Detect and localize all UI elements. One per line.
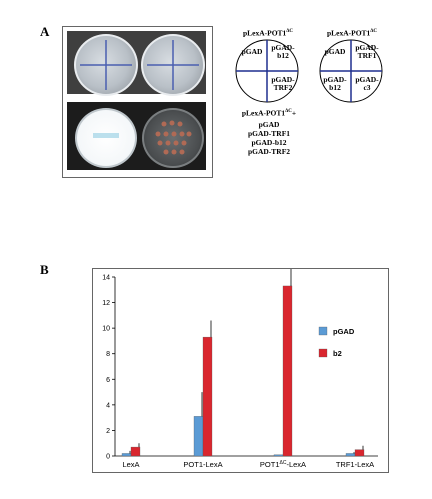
plate2-title-superscript: ΔC	[370, 29, 378, 34]
plate-list-title-prefix: pLexA-POT1	[241, 108, 286, 118]
bar-pgad	[193, 416, 204, 457]
bar-pgad	[121, 453, 132, 457]
y-tick-label: 0	[106, 454, 110, 461]
x-tick-label: POT1ΔC-LexA	[260, 460, 306, 469]
x-tick-label: POT1-LexA	[183, 460, 222, 469]
petri-dish-2	[141, 34, 205, 96]
x-tick-label: TRF1-LexA	[336, 460, 374, 469]
plate1-sector-b12: pGAD- b12	[271, 43, 295, 60]
x-tick-label: LexA	[122, 460, 139, 469]
bar-pgad	[273, 454, 284, 457]
plate-list-item: pGAD-TRF2	[247, 147, 291, 156]
plate-photo	[62, 26, 213, 178]
plate1-title-superscript: ΔC	[286, 29, 294, 34]
bar-b2	[202, 336, 213, 457]
colony-row-3	[93, 133, 119, 138]
plate2-sector-pgad: pGAD	[324, 47, 346, 56]
plate-list-title-suffix: +	[291, 108, 297, 118]
colony-spots-4	[155, 120, 192, 155]
plate2-sector-b12: pGAD- b12	[323, 75, 347, 92]
bar-b2	[130, 446, 141, 457]
y-tick-label: 10	[102, 326, 110, 333]
panel-b-letter: B	[40, 262, 49, 277]
plate1-sector-pgad: pGAD	[241, 47, 263, 56]
petri-dish-3	[75, 108, 137, 168]
legend-label-pgad: pGAD	[333, 327, 355, 336]
streak-lines-2	[147, 40, 199, 90]
plate2-diagram	[319, 39, 383, 103]
plate-photo-bottom-row	[67, 102, 206, 170]
plate-list-item: pGAD-TRF1	[247, 129, 291, 138]
y-tick-label: 6	[106, 377, 110, 384]
bar-chart: 0 2 4 6 8 10 12 14 LexA POT1-LexA POT1ΔC-LexA TRF1-…	[102, 266, 378, 469]
plate2-sector-c3: pGAD- c3	[355, 75, 379, 92]
y-tick-label: 8	[106, 351, 110, 358]
plate2-sector-trf1: pGAD- TRF1	[355, 43, 379, 60]
plate-list-item: pGAD-b12	[251, 138, 287, 147]
plate2-title-prefix: pLexA-POT1	[326, 28, 371, 38]
plate2-title: pLexA-POT1ΔC	[316, 28, 388, 38]
bar-pgad	[345, 453, 356, 457]
plate-list-title-superscript: ΔC	[285, 109, 292, 114]
legend-swatch-b2	[318, 348, 328, 358]
streak-lines-1	[80, 40, 132, 90]
legend-swatch-pgad	[318, 326, 328, 336]
petri-dish-4	[142, 108, 204, 168]
plate-list-title: pLexA-POT1ΔC+	[228, 108, 310, 118]
bar-chart-frame: 0 2 4 6 8 10 12 14 LexA POT1-LexA POT1ΔC-LexA TRF1-…	[92, 266, 389, 473]
plate-list-item: pGAD	[258, 120, 280, 129]
plate1-title: pLexA-POT1ΔC	[232, 28, 304, 38]
legend-label-b2: b2	[333, 349, 342, 358]
plate1-diagram	[235, 39, 299, 103]
bar-b2	[354, 449, 365, 457]
y-tick-label: 14	[102, 275, 110, 282]
petri-dish-1	[74, 34, 138, 96]
bar-b2	[282, 285, 293, 457]
plate1-title-prefix: pLexA-POT1	[242, 28, 287, 38]
panel-a-letter: A	[40, 24, 50, 39]
plate1-sector-trf2: pGAD- TRF2	[271, 75, 295, 92]
y-tick-label: 4	[106, 402, 110, 409]
plate-photo-top-row	[67, 31, 206, 96]
y-tick-label: 2	[106, 428, 110, 435]
y-tick-label: 12	[102, 300, 110, 307]
